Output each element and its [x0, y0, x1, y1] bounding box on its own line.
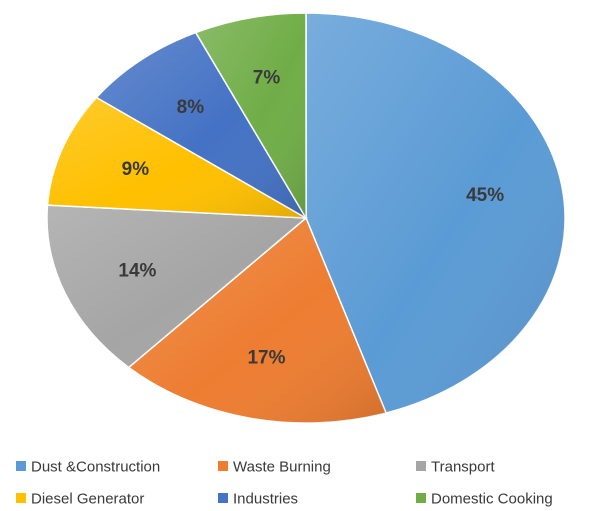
legend-swatch-diesel-generator — [16, 493, 26, 503]
legend-item-diesel-generator: Diesel Generator — [16, 491, 144, 508]
data-label-waste-burning: 17% — [247, 348, 285, 369]
pie-slice-shade-transport — [46, 205, 306, 368]
legend-swatch-domestic-cooking — [416, 493, 426, 503]
pie-slice-shade-industries — [96, 32, 307, 219]
legend: Dust &Construction Waste Burning Transport… — [16, 459, 553, 508]
legend-swatch-industries — [218, 493, 228, 503]
data-label-industries: 8% — [177, 97, 205, 118]
legend-swatch-dust-construction — [16, 461, 26, 471]
pie-slice-shade-dust-construction — [306, 13, 566, 413]
legend-label-domestic-cooking: Domestic Cooking — [431, 491, 553, 508]
legend-swatch-waste-burning — [218, 461, 228, 471]
legend-swatch-transport — [416, 461, 426, 471]
legend-label-waste-burning: Waste Burning — [233, 459, 331, 476]
legend-label-transport: Transport — [431, 459, 495, 476]
legend-item-dust-construction: Dust &Construction — [16, 459, 160, 476]
legend-item-transport: Transport — [416, 459, 495, 476]
legend-label-diesel-generator: Diesel Generator — [31, 491, 144, 508]
pie-slice-labels: 45% 17% 14% 9% 8% 7% — [118, 68, 504, 369]
pie-slice-shade-diesel-generator — [47, 97, 306, 218]
data-label-transport: 14% — [118, 260, 156, 281]
data-label-domestic-cooking: 7% — [253, 68, 281, 89]
data-label-dust-construction: 45% — [466, 185, 504, 206]
pie-slice-shade-domestic-cooking — [195, 12, 306, 218]
legend-item-industries: Industries — [218, 491, 298, 508]
legend-label-industries: Industries — [233, 491, 298, 508]
data-label-diesel-generator: 9% — [122, 159, 150, 180]
pie-slices — [46, 12, 566, 424]
legend-label-dust-construction: Dust &Construction — [31, 459, 160, 476]
legend-item-waste-burning: Waste Burning — [218, 459, 331, 476]
pie-slice-shade-waste-burning — [128, 218, 387, 424]
legend-item-domestic-cooking: Domestic Cooking — [416, 491, 553, 508]
